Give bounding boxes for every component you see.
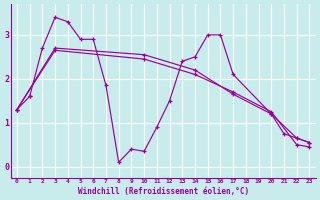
X-axis label: Windchill (Refroidissement éolien,°C): Windchill (Refroidissement éolien,°C) xyxy=(78,187,249,196)
